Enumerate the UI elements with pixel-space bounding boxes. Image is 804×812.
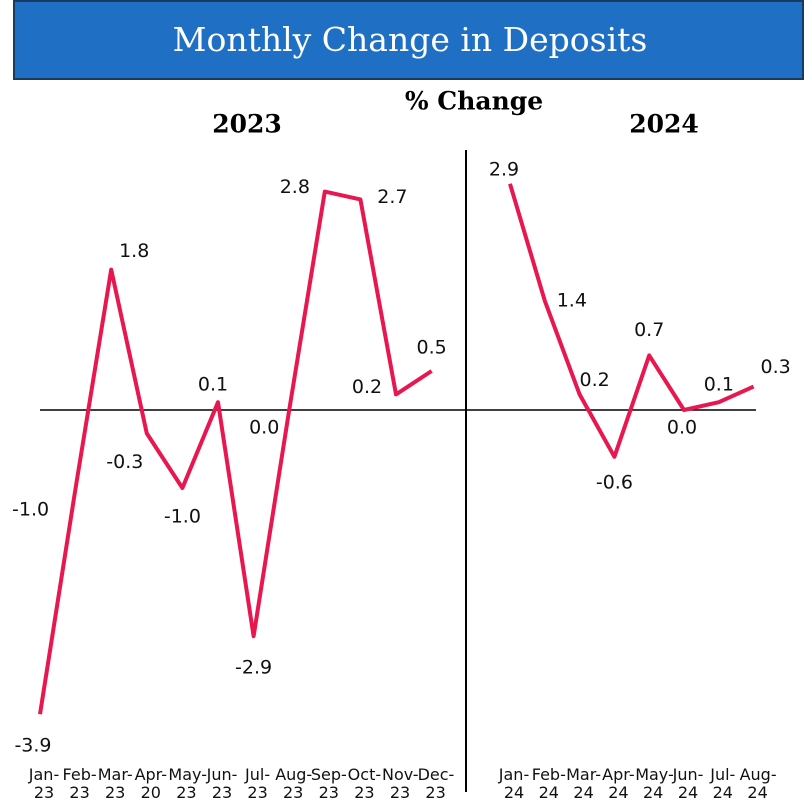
x-tick-label: Jan-23 (28, 765, 60, 802)
x-tick-label: Apr-24 (602, 765, 635, 802)
value-label: -0.3 (106, 451, 143, 473)
series-line (508, 183, 755, 459)
x-tick-label: Apr-20 (134, 765, 168, 802)
value-label: -1.0 (12, 499, 49, 521)
subtitle: % Change (405, 87, 543, 116)
x-tick-label: Aug-23 (275, 765, 313, 802)
value-label: -0.6 (596, 471, 633, 493)
title-bar (13, 0, 804, 80)
value-label: 0.5 (416, 337, 446, 359)
x-tick-label: Jun-23 (206, 765, 238, 802)
value-label: -2.9 (235, 657, 272, 679)
value-label: 2.9 (489, 158, 519, 180)
x-tick-label: Jan-24 (498, 765, 530, 802)
value-label: 2.7 (377, 186, 407, 208)
value-label: 0.0 (249, 417, 279, 439)
x-tick-label: Jul-24 (710, 765, 736, 802)
value-label: 0.1 (198, 374, 228, 396)
x-tick-label: Dec-23 (417, 765, 455, 802)
x-tick-label: Aug-24 (739, 765, 777, 802)
x-tick-label: Jun-24 (672, 765, 704, 802)
x-tick-label: Feb-23 (62, 765, 97, 802)
year-label: 2024 (629, 110, 699, 139)
x-tick-label: Nov-23 (382, 765, 419, 802)
x-tick-label: Mar-23 (97, 765, 133, 802)
x-tick-label: Sep-23 (310, 765, 347, 802)
value-label: 0.1 (704, 374, 734, 396)
value-label: 2.8 (280, 176, 310, 198)
year-label: 2023 (212, 110, 282, 139)
value-label: 0.3 (760, 356, 790, 378)
value-label: 1.8 (119, 240, 149, 262)
x-tick-label: May-23 (168, 765, 207, 802)
value-label: 0.0 (667, 417, 697, 439)
x-tick-label: Feb-24 (531, 765, 566, 802)
chart-title: Monthly Change in Deposits (173, 20, 648, 59)
x-tick-label: Mar-24 (566, 765, 602, 802)
x-tick-label: Jul-23 (245, 765, 271, 802)
series-line (38, 189, 433, 715)
value-label: 1.4 (557, 289, 587, 311)
x-tick-label: May-24 (635, 765, 674, 802)
value-label: 0.2 (352, 376, 382, 398)
x-tick-label: Oct-23 (347, 765, 382, 802)
value-label: -3.9 (14, 735, 51, 757)
value-label: 0.7 (634, 319, 664, 341)
value-label: 0.2 (579, 369, 609, 391)
value-label: -1.0 (164, 506, 201, 528)
